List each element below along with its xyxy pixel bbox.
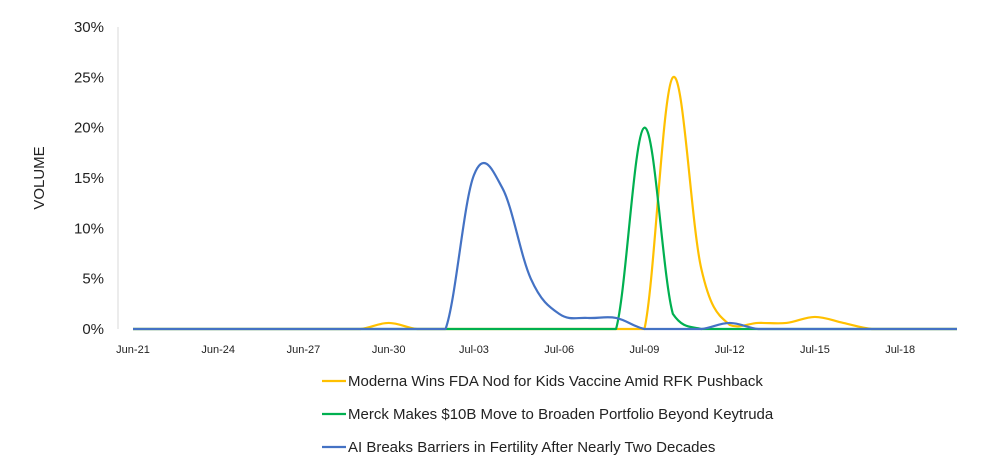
x-tick-label: Jul-09: [629, 344, 659, 356]
x-tick-label: Jun-30: [372, 344, 406, 356]
y-tick-label: 10%: [74, 220, 104, 237]
y-tick-label: 0%: [82, 321, 104, 338]
x-tick-label: Jul-03: [459, 344, 489, 356]
series-line-1: [133, 126, 957, 331]
x-tick-label: Jul-12: [715, 344, 745, 356]
x-tick-label: Jun-24: [201, 344, 235, 356]
series-line-0: [133, 76, 957, 331]
y-tick-label: 25%: [74, 69, 104, 86]
x-tick-label: Jul-18: [885, 344, 915, 356]
legend-entry: Merck Makes $10B Move to Broaden Portfol…: [348, 406, 774, 423]
y-tick-label: 5%: [82, 271, 104, 288]
y-tick-label: 15%: [74, 170, 104, 187]
y-tick-label: 30%: [74, 19, 104, 36]
series-line-2: [133, 161, 957, 331]
y-axis-label: VOLUME: [31, 146, 48, 209]
legend-entry: Moderna Wins FDA Nod for Kids Vaccine Am…: [348, 373, 763, 390]
x-tick-label: Jun-21: [116, 344, 150, 356]
y-tick-label: 20%: [74, 120, 104, 137]
x-tick-label: Jun-27: [287, 344, 321, 356]
legend-entry: AI Breaks Barriers in Fertility After Ne…: [348, 439, 715, 456]
x-tick-label: Jul-06: [544, 344, 574, 356]
x-tick-label: Jul-15: [800, 344, 830, 356]
